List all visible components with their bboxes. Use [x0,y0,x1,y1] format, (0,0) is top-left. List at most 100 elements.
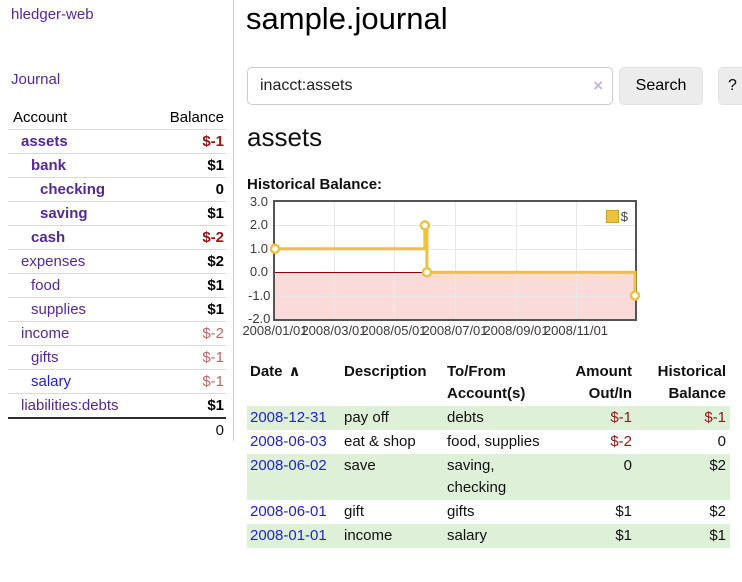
account-link-cash[interactable]: cash [31,229,66,246]
y-tick: -1.0 [248,288,271,303]
search-box: × [247,67,613,105]
x-tick: 2008/01/01 [242,323,308,338]
transaction-balance: $-1 [704,409,726,426]
help-button[interactable]: ? [718,67,742,105]
transaction-date-link[interactable]: 2008-01-01 [250,527,327,544]
account-balance: $1 [207,205,224,222]
clear-search-icon[interactable]: × [593,76,603,95]
account-link-salary[interactable]: salary [31,373,72,390]
chart-legend: $ [604,209,629,224]
transaction-amount: 0 [623,457,632,474]
chart-title: Historical Balance: [247,176,383,193]
transaction-accounts: debts [447,409,484,426]
transaction-accounts: salary [447,527,488,544]
account-balance: $-2 [202,325,224,342]
account-balance: $-1 [202,133,224,150]
accounts-panel: Account Balance assets $-1 bank $1 check… [8,106,226,441]
register-row: 2008-01-01 income salary $1 $1 [247,524,730,548]
account-balance: $1 [207,157,224,174]
account-balance: 0 [215,181,224,198]
transaction-amount: $1 [615,503,632,520]
register-table: Date ∧ Description To/From Account(s) Amo… [247,360,730,548]
transaction-amount: $-2 [610,433,632,450]
transaction-description: gift [344,503,365,520]
account-balance: $1 [207,397,224,414]
accounts-total-row: 0 [8,417,226,441]
y-tick: 0.0 [249,264,268,279]
column-header-description: Description [344,363,427,380]
account-row-gifts: gifts $-1 [8,346,226,370]
column-header-accounts: To/From Account(s) [447,363,526,402]
register-row: 2008-06-03 eat & shop food, supplies $-2… [247,430,730,454]
account-row-bank: bank $1 [8,154,226,178]
transaction-date-link[interactable]: 2008-12-31 [250,409,327,426]
account-link-liabilities-debts[interactable]: liabilities:debts [21,397,119,414]
historical-balance-chart: 3.0 2.0 1.0 0.0 -1.0 -2.0 [242,195,641,342]
x-tick: 2008/07/01 [422,323,488,338]
register-row: 2008-06-02 save saving, checking 0 $2 [247,454,730,500]
transaction-date-link[interactable]: 2008-06-01 [250,503,327,520]
accounts-header-balance: Balance [169,109,224,126]
account-link-supplies[interactable]: supplies [31,301,87,318]
search-button[interactable]: Search [619,67,703,105]
x-tick: 2008/09/01 [483,323,549,338]
sidebar-divider [233,0,234,441]
account-row-supplies: supplies $1 [8,298,226,322]
sidebar-item-journal[interactable]: Journal [11,71,61,88]
transaction-balance: $1 [709,527,726,544]
account-link-checking[interactable]: checking [40,181,106,198]
transaction-description: save [344,457,376,474]
account-link-income[interactable]: income [21,325,70,342]
account-row-saving: saving $1 [8,202,226,226]
register-row: 2008-12-31 pay off debts $-1 $-1 [247,406,730,430]
x-tick: 2008/05/01 [361,323,427,338]
transaction-description: income [344,527,393,544]
account-balance: $-1 [202,349,224,366]
app-title-link[interactable]: hledger-web [11,6,94,23]
legend-label: $ [620,209,628,224]
register-header-row: Date ∧ Description To/From Account(s) Amo… [247,360,730,406]
register-row: 2008-06-01 gift gifts $1 $2 [247,500,730,524]
y-tick: -2.0 [248,311,271,326]
account-row-assets: assets $-1 [8,130,226,154]
account-balance: $1 [207,301,224,318]
account-link-gifts[interactable]: gifts [31,349,59,366]
transaction-description: eat & shop [344,433,416,450]
transaction-date-link[interactable]: 2008-06-02 [250,457,327,474]
transaction-description: pay off [344,409,389,426]
account-row-expenses: expenses $2 [8,250,226,274]
account-row-checking: checking 0 [8,178,226,202]
account-balance: $2 [207,253,224,270]
transaction-accounts: gifts [447,503,475,520]
accounts-header-row: Account Balance [8,106,226,130]
account-link-food[interactable]: food [31,277,61,294]
account-link-saving[interactable]: saving [40,205,88,222]
gridline [455,202,456,319]
transaction-balance: 0 [717,433,726,450]
account-balance: $1 [207,277,224,294]
gridline [394,202,395,319]
column-header-balance: Historical Balance [657,363,726,402]
transaction-balance: $2 [709,503,726,520]
account-link-expenses[interactable]: expenses [21,253,86,270]
y-tick: 3.0 [249,194,268,209]
account-row-income: income $-2 [8,322,226,346]
account-page-title: assets [247,122,323,152]
column-header-amount: Amount Out/In [575,363,632,402]
column-header-date[interactable]: Date ∧ [247,360,344,406]
transaction-amount: $1 [615,527,632,544]
transaction-date-link[interactable]: 2008-06-03 [250,433,327,450]
chart-plot-area: $ [269,200,641,321]
gridline [516,202,517,319]
account-link-bank[interactable]: bank [31,157,67,174]
account-row-food: food $1 [8,274,226,298]
account-link-assets[interactable]: assets [21,133,68,150]
account-row-liabilities-debts: liabilities:debts $1 [8,394,226,418]
transaction-amount: $-1 [610,409,632,426]
account-row-cash: cash $-2 [8,226,226,250]
column-header-date-label: Date [250,363,283,380]
legend-swatch-icon [605,210,619,223]
transaction-accounts: food, supplies [447,433,540,450]
search-input[interactable] [247,67,613,105]
account-balance: $-2 [202,229,224,246]
